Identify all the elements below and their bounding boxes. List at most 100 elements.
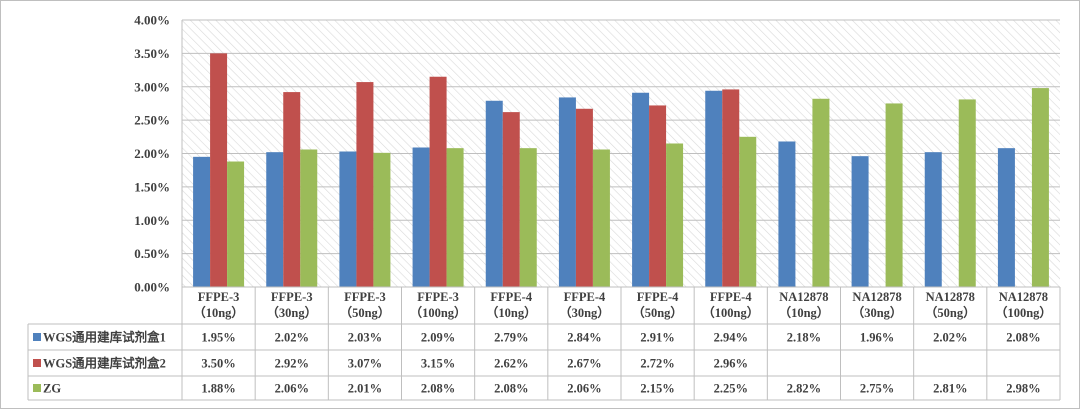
data-label: 2.18% — [787, 331, 821, 345]
data-label: 2.79% — [494, 331, 528, 345]
data-label: 1.88% — [201, 382, 235, 396]
category-label: FFPE-4 — [637, 290, 679, 304]
bar-3 — [958, 99, 976, 288]
bar-1 — [339, 151, 357, 287]
bar-3 — [592, 149, 610, 287]
bar-2 — [356, 82, 374, 287]
data-label: 2.84% — [567, 331, 601, 345]
data-label: 1.95% — [201, 331, 235, 345]
y-tick-label: 0.00% — [134, 280, 170, 295]
category-sublabel: （50ng） — [340, 305, 391, 320]
category-sublabel: （100ng） — [995, 305, 1052, 320]
category-label: FFPE-3 — [417, 290, 459, 304]
category-label: NA12878 — [779, 290, 828, 304]
category-sublabel: （30ng） — [559, 305, 610, 320]
category-sublabel: （30ng） — [266, 305, 317, 320]
data-label: 2.02% — [933, 331, 967, 345]
data-label: 2.15% — [640, 382, 674, 396]
bar-2 — [575, 108, 593, 287]
category-label: FFPE-4 — [564, 290, 606, 304]
y-tick-label: 2.00% — [134, 146, 170, 161]
category-label: FFPE-4 — [710, 290, 752, 304]
y-tick-label: 3.50% — [134, 46, 170, 61]
bar-1 — [485, 100, 503, 287]
bar-3 — [446, 148, 464, 287]
data-label: 2.81% — [933, 382, 967, 396]
y-tick-label: 1.50% — [134, 179, 170, 194]
data-label: 3.15% — [421, 357, 455, 371]
bar-3 — [227, 161, 245, 287]
bars — [193, 53, 1049, 288]
data-label: 2.96% — [714, 357, 748, 371]
category-sublabel: （10ng） — [486, 305, 537, 320]
bar-2 — [649, 105, 667, 287]
bar-3 — [885, 103, 903, 287]
data-label: 3.07% — [348, 357, 382, 371]
bar-1 — [851, 156, 869, 287]
y-axis: 0.00% 0.50% 1.00% 1.50% 2.00% 2.50% 3.00% 3.50%… — [134, 13, 183, 295]
data-label: 2.94% — [714, 331, 748, 345]
data-table: FFPE-3（10ng）FFPE-3（30ng）FFPE-3（50ng）FFPE… — [27, 286, 1061, 401]
y-tick-label: 0.50% — [134, 246, 170, 261]
data-label: 2.06% — [567, 382, 601, 396]
y-tick-label: 4.00% — [134, 13, 170, 28]
data-label: 2.08% — [1006, 331, 1040, 345]
bar-1 — [412, 147, 430, 287]
bar-2 — [210, 53, 228, 287]
data-label: 2.82% — [787, 382, 821, 396]
bar-3 — [812, 98, 830, 287]
bar-1 — [632, 92, 650, 287]
legend-label-2: WGS通用建库试剂盒2 — [43, 356, 166, 371]
data-label: 3.50% — [201, 357, 235, 371]
category-label: NA12878 — [999, 290, 1048, 304]
category-sublabel: （50ng） — [632, 305, 683, 320]
data-label: 1.96% — [860, 331, 894, 345]
category-sublabel: （100ng） — [702, 305, 759, 320]
category-label: FFPE-3 — [198, 290, 240, 304]
bar-3 — [739, 136, 757, 287]
data-label: 2.91% — [640, 331, 674, 345]
legend-key-1 — [33, 333, 41, 341]
category-label: NA12878 — [926, 290, 975, 304]
category-sublabel: （50ng） — [925, 305, 976, 320]
legend-label-1: WGS通用建库试剂盒1 — [43, 330, 166, 345]
bar-1 — [924, 152, 942, 287]
data-label: 2.02% — [275, 331, 309, 345]
category-sublabel: （30ng） — [852, 305, 903, 320]
data-label: 2.25% — [714, 382, 748, 396]
data-label: 2.06% — [275, 382, 309, 396]
y-tick-label: 1.00% — [134, 213, 170, 228]
y-tick-label: 2.50% — [134, 113, 170, 128]
legend-label-3: ZG — [43, 382, 61, 396]
data-label: 2.75% — [860, 382, 894, 396]
bar-1 — [558, 97, 576, 288]
data-label: 2.08% — [494, 382, 528, 396]
data-label: 2.62% — [494, 357, 528, 371]
category-label: FFPE-4 — [490, 290, 532, 304]
bar-2 — [283, 92, 301, 287]
category-label: NA12878 — [852, 290, 901, 304]
bar-2 — [429, 76, 447, 287]
legend-key-3 — [33, 384, 41, 392]
data-label: 2.08% — [421, 382, 455, 396]
bar-2 — [722, 89, 740, 287]
bar-3 — [666, 143, 684, 287]
bar-2 — [502, 112, 520, 288]
category-sublabel: （10ng） — [779, 305, 830, 320]
data-label: 2.09% — [421, 331, 455, 345]
bar-1 — [705, 90, 723, 287]
category-sublabel: （10ng） — [193, 305, 244, 320]
bar-3 — [519, 148, 537, 287]
data-label: 2.67% — [567, 357, 601, 371]
category-label: FFPE-3 — [271, 290, 313, 304]
legend-key-2 — [33, 359, 41, 367]
bar-3 — [300, 149, 318, 287]
bar-1 — [997, 148, 1015, 287]
data-label: 2.01% — [348, 382, 382, 396]
category-sublabel: （100ng） — [410, 305, 467, 320]
data-label: 2.98% — [1006, 382, 1040, 396]
bar-3 — [373, 152, 391, 287]
category-label: FFPE-3 — [344, 290, 386, 304]
data-label: 2.72% — [640, 357, 674, 371]
